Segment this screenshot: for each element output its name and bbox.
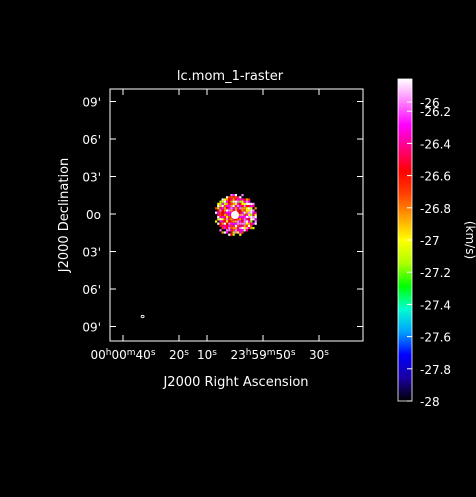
x-tick-label-1: 20s (169, 348, 189, 362)
colorbar-tick-label-10: -28 (420, 395, 440, 409)
colorbar-label: (km/s) (463, 221, 476, 259)
y-tick-label-6: 09' (82, 321, 101, 335)
x-tick-labels: 00h00m40s 20s 10s 23h59m50s 30s (90, 348, 329, 362)
y-tick-label-1: 06' (82, 133, 101, 147)
x-tick-label-0: 00h00m40s (90, 348, 155, 362)
source-peak (231, 211, 239, 219)
x-tick-label-3: 23h59m50s (230, 348, 295, 362)
colorbar-tick-label-2: -26.4 (420, 137, 451, 151)
x-axis-label: J2000 Right Ascension (162, 375, 308, 390)
colorbar-tick-label-3: -26.6 (420, 170, 451, 184)
y-tick-label-5: 06' (82, 283, 101, 297)
x-tick-label-2: 10s (197, 348, 217, 362)
axis-ticks (110, 89, 363, 341)
plot-area (109, 88, 364, 342)
y-tick-labels: 09' 06' 03' 0o 03' 06' 09' (82, 96, 101, 335)
colorbar-tick-label-5: -27 (420, 234, 440, 248)
chart-title: lc.mom_1-raster (177, 69, 284, 84)
y-axis-label: J2000 Declination (57, 158, 72, 274)
plot-frame (109, 88, 364, 342)
source-emission (215, 194, 257, 236)
colorbar-tick-label-9: -27.8 (420, 363, 451, 377)
y-tick-label-4: 03' (82, 246, 101, 260)
colorbar-tick-label-7: -27.4 (420, 298, 451, 312)
x-tick-label-4: 30s (309, 348, 329, 362)
colorbar-tick-label-1: -26.2 (420, 105, 451, 119)
colorbar-ticks: -26-26.2 -26.4 -26.6 -26.8 -27 -27.2 -27.4 -27.… (407, 96, 451, 409)
colorbar: -26-26.2 -26.4 -26.6 -26.8 -27 -27.2 -27.4 -27.… (397, 78, 451, 409)
y-tick-label-3: 0o (86, 208, 101, 222)
colorbar-tick-label-6: -27.2 (420, 266, 451, 280)
colorbar-tick-label-8: -27.6 (420, 331, 451, 345)
colorbar-tick-label-4: -26.8 (420, 202, 451, 216)
colorbar-tick-label-0: -26 (420, 96, 440, 110)
beam-marker (140, 314, 145, 319)
y-tick-label-0: 09' (82, 96, 101, 110)
y-tick-label-2: 03' (82, 171, 101, 185)
